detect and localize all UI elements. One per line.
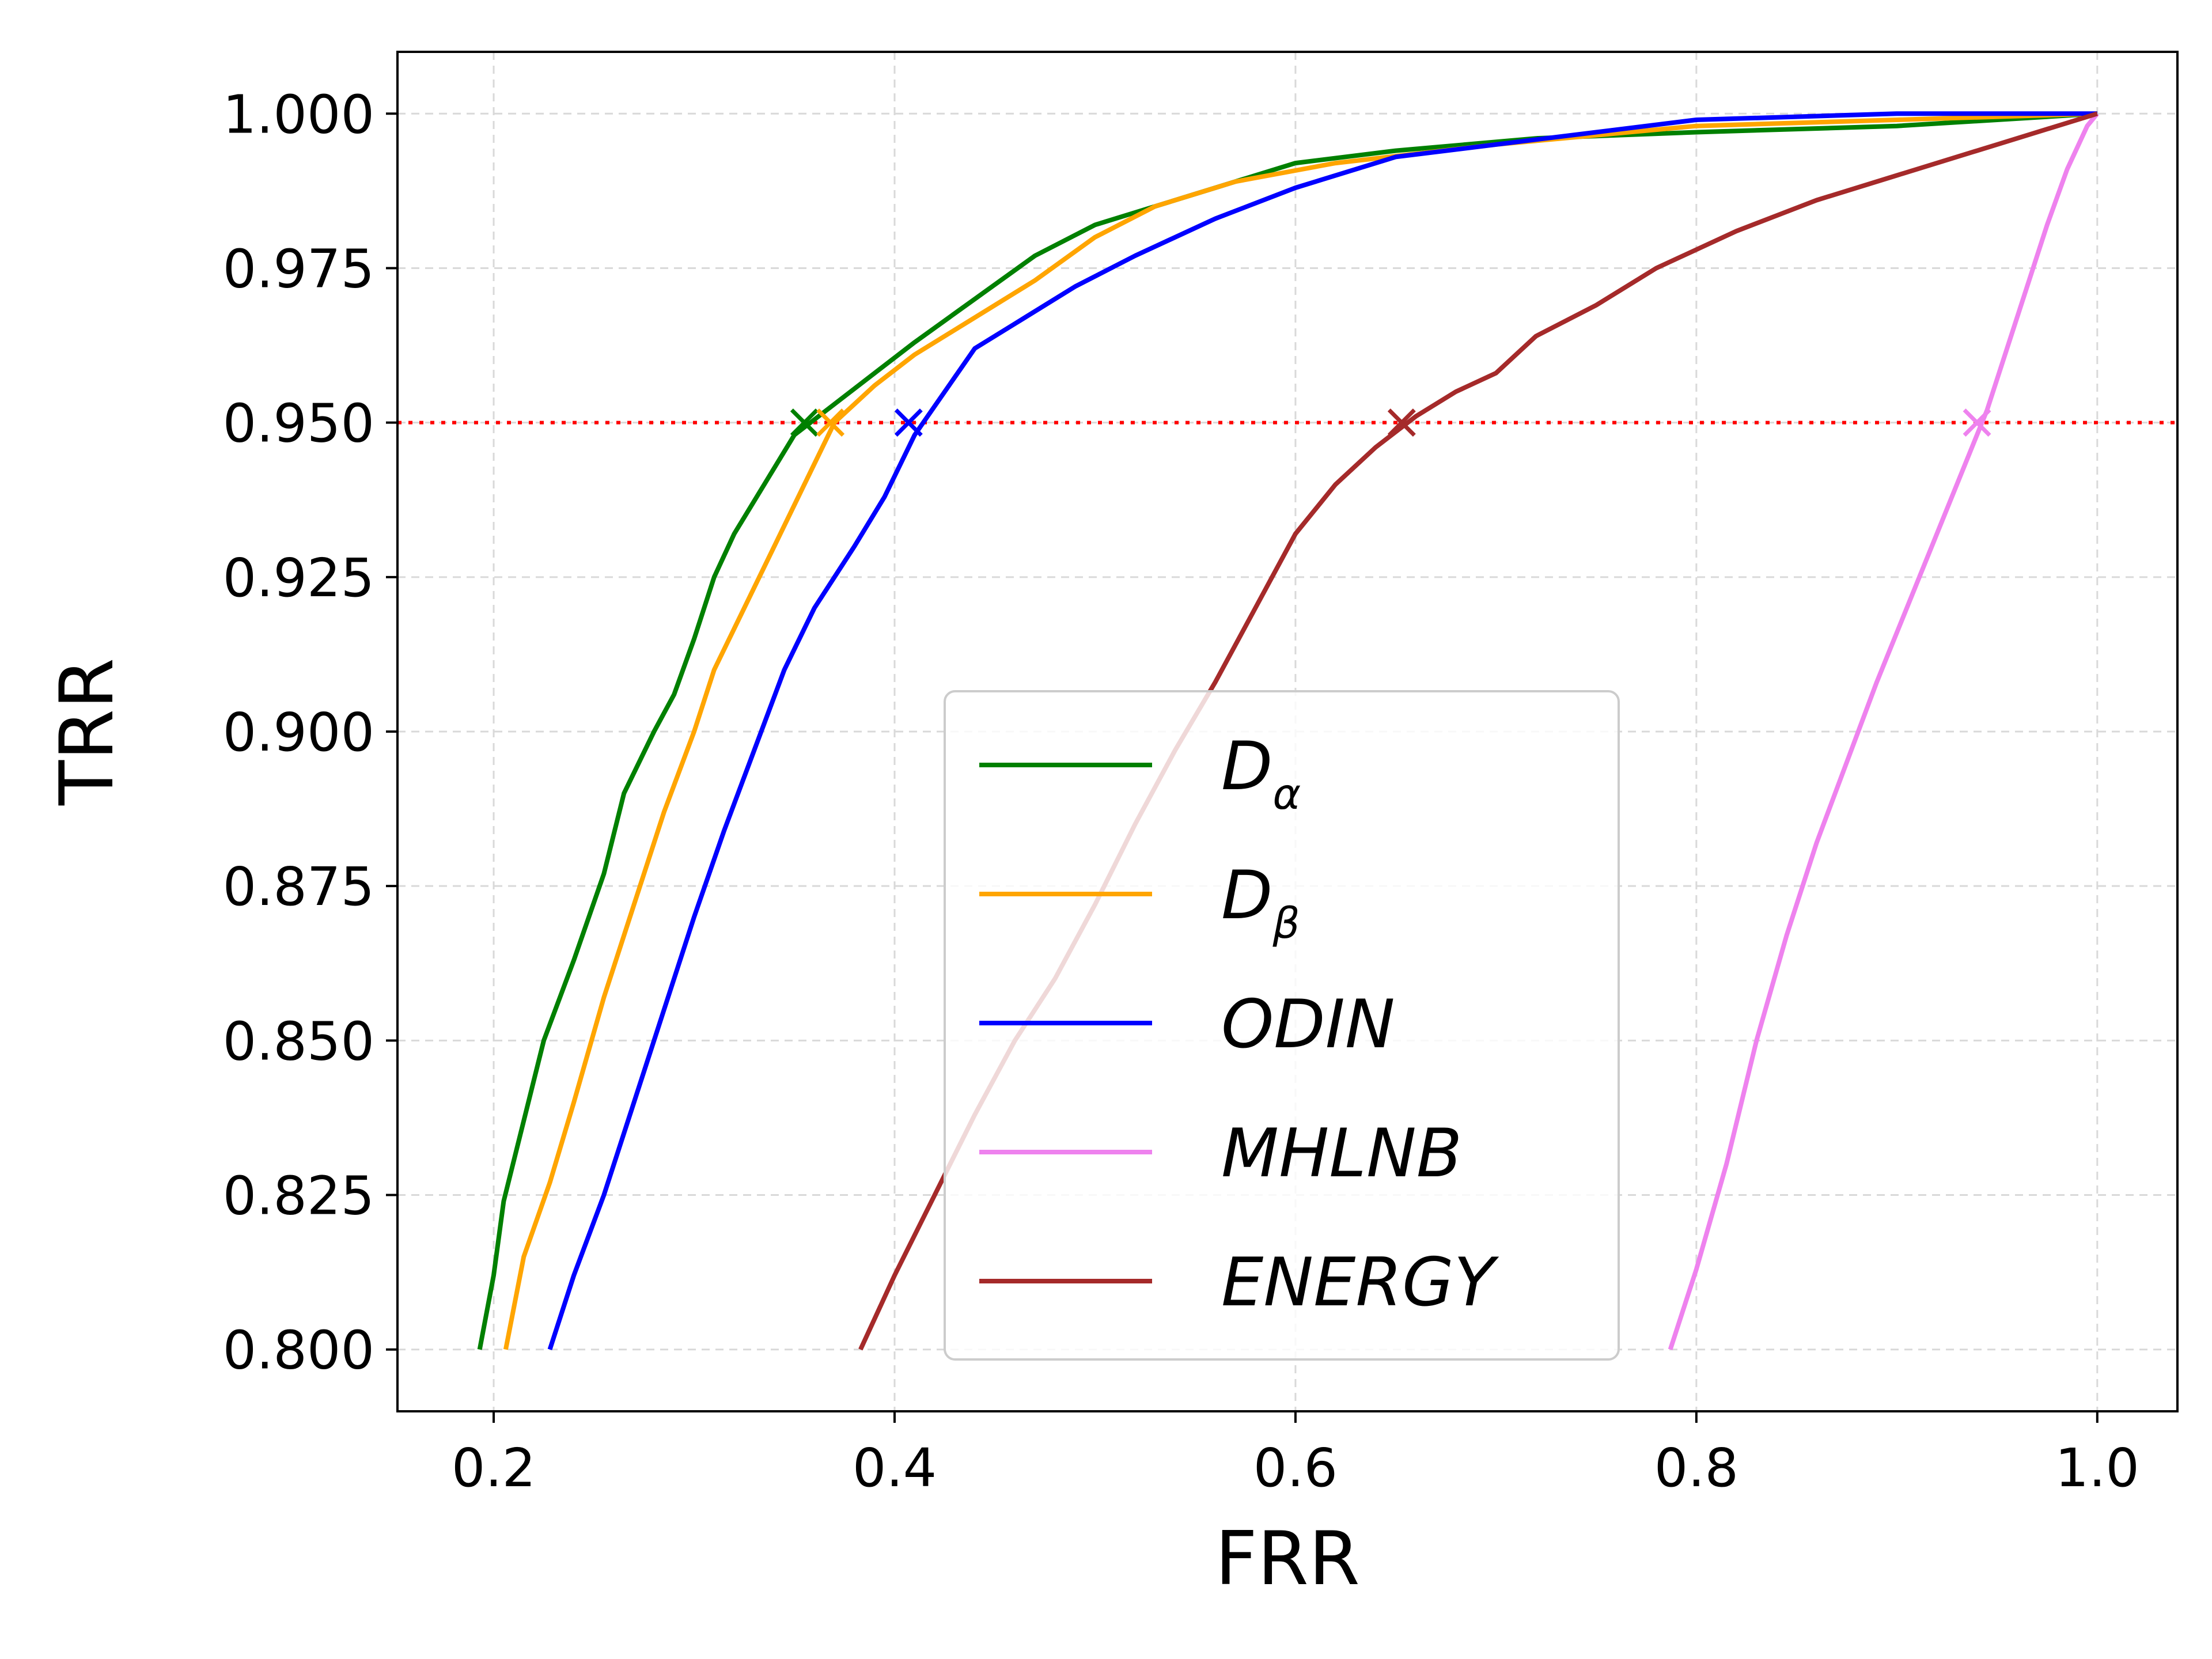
y-tick-label: 1.000 bbox=[223, 84, 374, 145]
y-tick-label: 0.875 bbox=[223, 856, 374, 918]
legend-label-odin: ODIN bbox=[1221, 986, 1395, 1063]
legend-label-energy: ENERGY bbox=[1221, 1244, 1499, 1321]
y-axis-ticks: 0.800 0.825 0.850 0.875 0.900 0.925 0.950 0.975… bbox=[223, 84, 397, 1381]
y-tick-label: 0.925 bbox=[223, 547, 374, 609]
legend-label-subscript: β bbox=[1272, 899, 1300, 948]
series-line-odin bbox=[547, 111, 2097, 1350]
x-axis-ticks: 0.2 0.4 0.6 0.8 1.0 bbox=[452, 1411, 2139, 1499]
x-tick-label: 1.0 bbox=[2055, 1437, 2139, 1499]
y-tick-label: 0.900 bbox=[223, 702, 374, 763]
y-tick-label: 0.950 bbox=[223, 393, 374, 454]
x-tick-label: 0.4 bbox=[853, 1437, 937, 1499]
y-axis-label: TRR bbox=[44, 658, 130, 806]
legend-label-mhlnb: MHLNB bbox=[1221, 1115, 1462, 1192]
legend-label-name: D bbox=[1221, 857, 1272, 934]
y-tick-label: 0.825 bbox=[223, 1165, 374, 1227]
legend-label-name: ENERGY bbox=[1221, 1244, 1499, 1321]
legend-label-d-alpha: Dα bbox=[1221, 728, 1301, 819]
x-axis-label: FRR bbox=[1215, 1516, 1360, 1602]
x-tick-label: 0.8 bbox=[1654, 1437, 1738, 1499]
threshold-marker-odin bbox=[894, 408, 923, 437]
series-line-d-beta bbox=[503, 111, 2097, 1350]
x-tick-label: 0.6 bbox=[1253, 1437, 1338, 1499]
threshold-marker-d-beta bbox=[816, 408, 845, 437]
legend-label-name: ODIN bbox=[1221, 986, 1395, 1063]
threshold-marker-d-alpha bbox=[790, 408, 819, 437]
x-tick-label: 0.2 bbox=[452, 1437, 536, 1499]
legend-label-subscript: α bbox=[1272, 770, 1301, 819]
legend-label-name: D bbox=[1221, 728, 1272, 805]
series-line-mhlnb bbox=[1668, 112, 2099, 1350]
y-tick-label: 0.850 bbox=[223, 1010, 374, 1072]
threshold-markers bbox=[790, 408, 1991, 437]
y-tick-label: 0.975 bbox=[223, 238, 374, 300]
threshold-marker-energy bbox=[1387, 408, 1416, 437]
threshold-marker-mhlnb bbox=[1963, 408, 1991, 437]
y-tick-label: 0.800 bbox=[223, 1320, 374, 1381]
legend-box bbox=[944, 690, 1620, 1361]
legend-label-name: MHLNB bbox=[1221, 1115, 1462, 1192]
legend-label-d-beta: Dβ bbox=[1221, 857, 1300, 948]
